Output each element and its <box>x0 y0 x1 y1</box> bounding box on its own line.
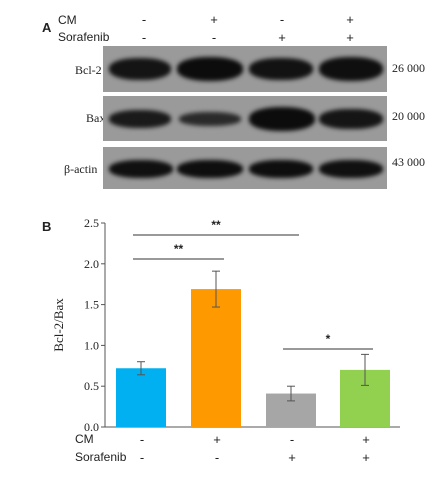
mw-bcl2: 26 000 <box>392 61 425 75</box>
band-bcl2-4 <box>319 57 383 81</box>
band-bax-2 <box>179 112 241 126</box>
band-bcl2-3 <box>249 58 313 80</box>
panel-b-label: B <box>42 219 52 234</box>
sorafenib-sign-b-3: + <box>288 450 296 465</box>
y-axis-label: Bcl-2/Bax <box>51 298 66 352</box>
band-actin-2 <box>177 160 243 178</box>
band-bax-3 <box>249 107 315 131</box>
y-tick-label: 1.0 <box>84 338 99 352</box>
band-bcl2-2 <box>177 57 243 81</box>
blot-label-bax: Bax <box>86 111 106 125</box>
cm-sign-b-4: + <box>362 432 370 447</box>
sorafenib-sign-b-2: - <box>214 450 220 465</box>
significance-mark: ** <box>211 218 221 232</box>
sorafenib-label-a: Sorafenib <box>58 30 110 44</box>
blot-label-bcl2: Bcl-2 <box>75 63 102 77</box>
y-tick-label: 2.0 <box>84 257 99 271</box>
panel-a-label: A <box>42 20 52 35</box>
band-bax-4 <box>319 109 383 129</box>
blot-bax <box>103 96 387 141</box>
blot-beta-actin <box>103 147 387 189</box>
cm-sign-a-2: + <box>210 12 218 27</box>
sorafenib-label-b: Sorafenib <box>75 450 127 464</box>
cm-sign-b-3: - <box>289 432 295 447</box>
y-tick-label: 2.5 <box>84 216 99 230</box>
cm-sign-b-2: + <box>213 432 221 447</box>
mw-bax: 20 000 <box>392 109 425 123</box>
significance-mark: ** <box>174 242 184 256</box>
sorafenib-sign-a-3: + <box>278 30 286 45</box>
sorafenib-sign-b-4: + <box>362 450 370 465</box>
sorafenib-sign-a-2: - <box>211 30 217 45</box>
sorafenib-sign-b-1: - <box>139 450 145 465</box>
cm-sign-a-4: + <box>346 12 354 27</box>
blot-label-beta-actin: β-actin <box>64 162 98 176</box>
y-tick-label: 0.0 <box>84 420 99 434</box>
significance-mark: * <box>326 332 331 346</box>
sorafenib-sign-a-1: - <box>141 30 147 45</box>
band-bcl2-1 <box>109 58 171 80</box>
cm-sign-a-3: - <box>279 12 285 27</box>
cm-sign-b-1: - <box>139 432 145 447</box>
y-tick-label: 1.5 <box>84 298 99 312</box>
band-actin-4 <box>319 160 383 178</box>
band-actin-3 <box>249 160 313 178</box>
y-tick-label: 0.5 <box>84 379 99 393</box>
bar <box>191 289 241 427</box>
cm-sign-a-1: - <box>141 12 147 27</box>
sorafenib-sign-a-4: + <box>346 30 354 45</box>
cm-label-b: CM <box>75 432 94 446</box>
band-actin-1 <box>109 160 173 178</box>
mw-beta-actin: 43 000 <box>392 155 425 169</box>
band-bax-1 <box>109 110 171 128</box>
cm-label-a: CM <box>58 13 77 27</box>
blot-bcl2 <box>103 46 387 92</box>
bar <box>116 368 166 427</box>
